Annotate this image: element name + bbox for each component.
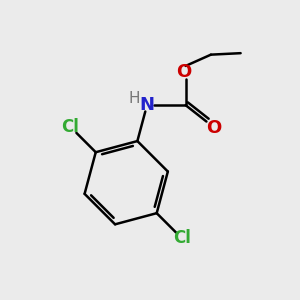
Text: Cl: Cl <box>61 118 80 136</box>
Text: O: O <box>176 64 191 82</box>
Text: O: O <box>206 119 221 137</box>
Text: N: N <box>140 96 154 114</box>
Text: H: H <box>129 91 140 106</box>
Text: Cl: Cl <box>173 230 191 247</box>
